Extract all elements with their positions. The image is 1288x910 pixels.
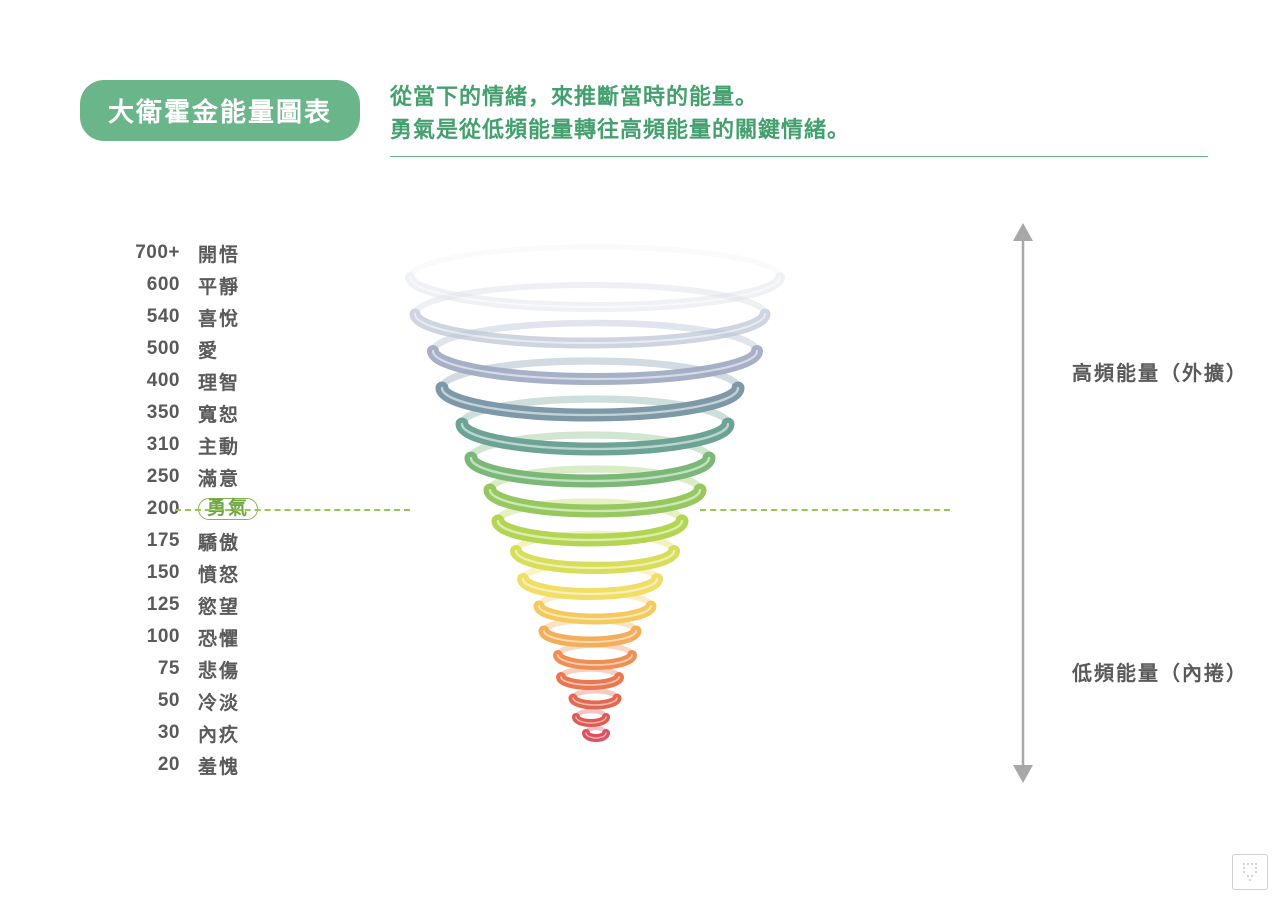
level-row: 250 滿意: [120, 461, 258, 493]
level-row: 125 慾望: [120, 589, 258, 621]
level-row: 100 恐懼: [120, 621, 258, 653]
level-row: 20 羞愧: [120, 749, 258, 781]
subtitle-line-1: 從當下的情緒，來推斷當時的能量。: [390, 80, 1208, 113]
level-label: 愛: [198, 336, 219, 363]
level-label: 冷淡: [198, 688, 240, 715]
level-label: 開悟: [198, 240, 240, 267]
energy-axis-arrow: [1008, 223, 1038, 788]
level-value: 175: [120, 530, 180, 552]
level-label: 寬恕: [198, 400, 240, 427]
level-value: 540: [120, 306, 180, 328]
level-value: 125: [120, 594, 180, 616]
header: 大衛霍金能量圖表 從當下的情緒，來推斷當時的能量。 勇氣是從低頻能量轉往高頻能量…: [0, 0, 1288, 157]
level-value: 20: [120, 754, 180, 776]
low-energy-label: 低頻能量（內捲）: [1072, 657, 1248, 686]
level-value: 100: [120, 626, 180, 648]
level-label: 主動: [198, 432, 240, 459]
level-label: 慾望: [198, 592, 240, 619]
level-row: 50 冷淡: [120, 685, 258, 717]
level-value: 350: [120, 402, 180, 424]
spiral-funnel: [395, 227, 795, 772]
level-value: 200: [120, 498, 180, 520]
level-label: 恐懼: [198, 624, 240, 651]
level-label: 悲傷: [198, 656, 240, 683]
level-value: 75: [120, 658, 180, 680]
level-value: 310: [120, 434, 180, 456]
level-row: 175 驕傲: [120, 525, 258, 557]
level-row: 500 愛: [120, 333, 258, 365]
level-value: 30: [120, 722, 180, 744]
level-value: 150: [120, 562, 180, 584]
subtitle-line-2: 勇氣是從低頻能量轉往高頻能量的關鍵情緒。: [390, 113, 1208, 146]
level-row: 540 喜悅: [120, 301, 258, 333]
high-energy-label: 高頻能量（外擴）: [1072, 357, 1248, 386]
level-row: 75 悲傷: [120, 653, 258, 685]
level-value: 400: [120, 370, 180, 392]
level-row: 400 理智: [120, 365, 258, 397]
title-badge: 大衛霍金能量圖表: [80, 80, 360, 141]
level-label: 喜悅: [198, 304, 240, 331]
level-value: 600: [120, 274, 180, 296]
level-value: 500: [120, 338, 180, 360]
level-row: 700+ 開悟: [120, 237, 258, 269]
level-row: 350 寬恕: [120, 397, 258, 429]
level-row: 310 主動: [120, 429, 258, 461]
level-label: 驕傲: [198, 528, 240, 555]
level-label: 內疚: [198, 720, 240, 747]
chart-area: 700+ 開悟 600 平靜 540 喜悅 500 愛 400 理智 350 寬恕 310 主動 250 滿意…: [0, 237, 1288, 797]
subtitle-block: 從當下的情緒，來推斷當時的能量。 勇氣是從低頻能量轉往高頻能量的關鍵情緒。: [390, 80, 1208, 157]
level-row: 30 內疚: [120, 717, 258, 749]
level-label: 滿意: [198, 464, 240, 491]
level-label: 平靜: [198, 272, 240, 299]
divider-dashed-left: [175, 509, 410, 511]
level-value: 250: [120, 466, 180, 488]
level-label: 羞愧: [198, 752, 240, 779]
level-label: 憤怒: [198, 560, 240, 587]
level-row: 150 憤怒: [120, 557, 258, 589]
level-value: 50: [120, 690, 180, 712]
level-value: 700+: [120, 242, 180, 264]
level-label: 理智: [198, 368, 240, 395]
watermark-icon: [1232, 854, 1268, 890]
level-row: 600 平靜: [120, 269, 258, 301]
divider-dashed-right: [700, 509, 950, 511]
